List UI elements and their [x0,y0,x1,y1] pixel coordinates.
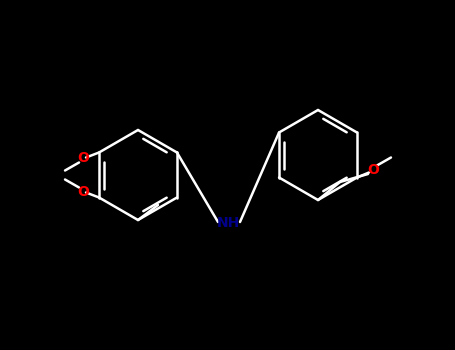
Text: O: O [77,152,89,166]
Text: O: O [367,162,379,176]
Text: NH: NH [217,216,240,230]
Text: O: O [77,184,89,198]
